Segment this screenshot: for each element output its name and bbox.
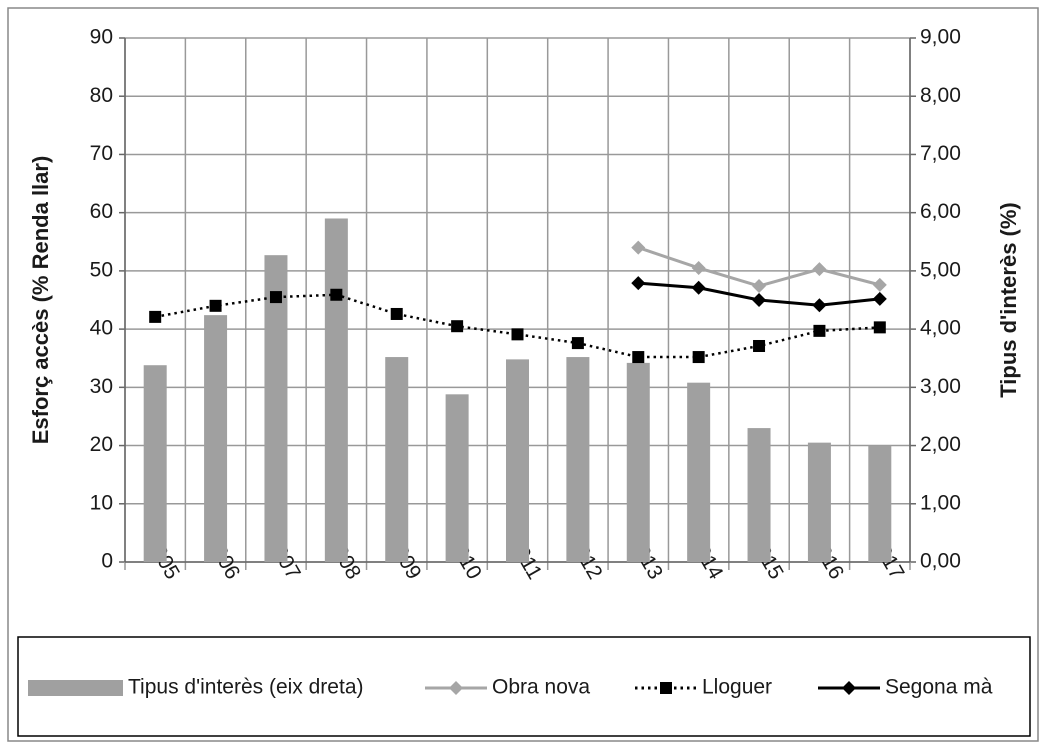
line-marker xyxy=(872,291,887,306)
y2-axis-title: Tipus d'interès (%) xyxy=(996,202,1021,398)
line-marker xyxy=(571,337,584,350)
y2-tick-label: 3,00 xyxy=(920,375,961,398)
line-marker xyxy=(330,288,343,301)
y-tick-label: 60 xyxy=(90,200,113,223)
line-marker xyxy=(752,293,767,307)
legend-label: Lloguer xyxy=(702,676,772,699)
legend-marker xyxy=(449,681,463,695)
bar xyxy=(264,255,288,562)
y-tick-label: 50 xyxy=(90,258,113,281)
y2-tick-label: 0,00 xyxy=(920,550,961,573)
bar xyxy=(868,445,892,562)
line-marker xyxy=(511,328,524,341)
legend-label: Tipus d'interès (eix dreta) xyxy=(128,676,364,699)
y2-tick-label: 1,00 xyxy=(920,491,961,514)
bar xyxy=(566,357,590,562)
legend-label: Obra nova xyxy=(492,676,590,699)
line-marker xyxy=(632,351,645,364)
line-marker xyxy=(691,260,706,275)
y-tick-label: 0 xyxy=(101,550,113,573)
y2-tick-label: 5,00 xyxy=(920,258,961,281)
bar xyxy=(807,442,831,562)
line-marker xyxy=(813,324,826,337)
bar xyxy=(324,218,348,562)
line-marker xyxy=(451,320,464,333)
line-marker xyxy=(692,351,705,364)
line-marker xyxy=(873,321,886,334)
line-marker xyxy=(631,240,646,255)
line-marker xyxy=(631,276,646,291)
y-tick-label: 20 xyxy=(90,433,113,456)
y2-tick-label: 7,00 xyxy=(920,142,961,165)
line-marker xyxy=(812,262,827,277)
bar xyxy=(143,365,167,562)
y-tick-label: 80 xyxy=(90,84,113,107)
line-marker xyxy=(269,291,282,304)
bar xyxy=(626,362,650,562)
bar xyxy=(506,359,529,562)
y2-tick-label: 8,00 xyxy=(920,84,961,107)
line-marker xyxy=(752,279,767,294)
line-marker xyxy=(209,299,222,312)
legend-label: Segona mà xyxy=(885,676,993,699)
y2-tick-label: 4,00 xyxy=(920,317,961,340)
y2-tick-label: 6,00 xyxy=(920,200,961,223)
bar xyxy=(747,428,771,562)
line-marker xyxy=(753,339,766,352)
y2-tick-label: 9,00 xyxy=(920,26,961,49)
y2-tick-label: 2,00 xyxy=(920,433,961,456)
bar xyxy=(385,357,409,562)
legend-marker xyxy=(660,682,672,694)
line-marker xyxy=(812,298,827,313)
line-marker xyxy=(691,280,706,295)
y-tick-label: 70 xyxy=(90,142,113,165)
y-tick-label: 30 xyxy=(90,375,113,398)
bar xyxy=(445,394,469,562)
line-marker xyxy=(872,277,887,292)
line-marker xyxy=(390,307,403,320)
y-axis-title: Esforç accès (% Renda llar) xyxy=(28,156,53,445)
bar xyxy=(204,315,228,562)
legend-swatch xyxy=(28,680,123,696)
legend-marker xyxy=(842,681,856,695)
line-marker xyxy=(149,310,162,323)
y-tick-label: 90 xyxy=(90,26,113,49)
bar xyxy=(687,382,711,562)
y-tick-label: 10 xyxy=(90,491,113,514)
y-tick-label: 40 xyxy=(90,317,113,340)
